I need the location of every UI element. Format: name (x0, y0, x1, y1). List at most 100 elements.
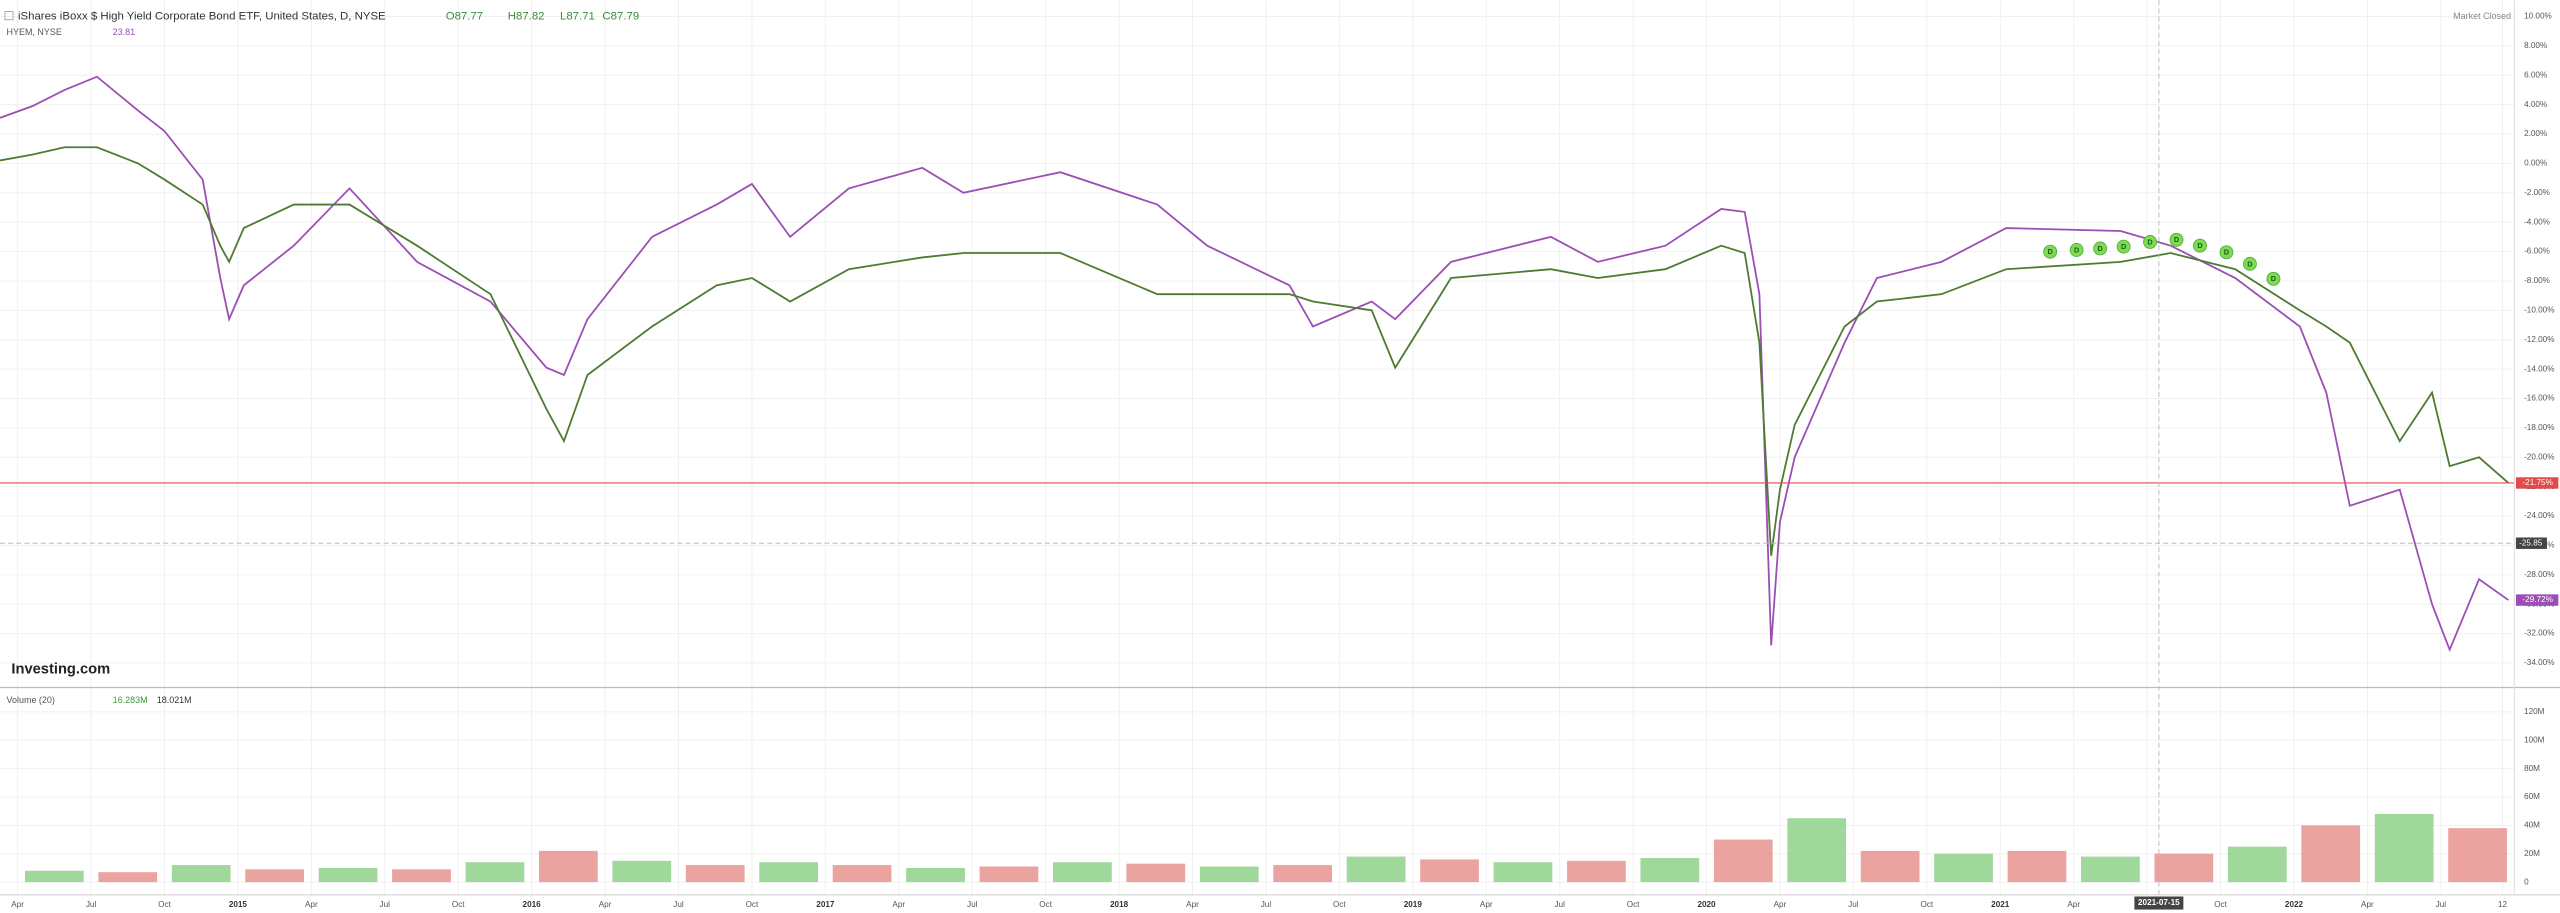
y-tick-label: -32.00% (2524, 629, 2554, 638)
y-tick-label: -2.00% (2524, 188, 2550, 197)
volume-bar (98, 872, 158, 883)
ohlc-low: L87.71 (560, 11, 595, 23)
x-tick-label: 2020 (1697, 900, 1716, 909)
y-tick-label: 6.00% (2524, 70, 2547, 79)
ohlc-open: O87.77 (446, 11, 483, 23)
y-tick-label: 0.00% (2524, 159, 2547, 168)
series-line (0, 146, 2509, 556)
dividend-label: D (2224, 248, 2229, 257)
y-tick-label: 100M (2524, 735, 2545, 744)
logo: Investing.com (11, 661, 110, 677)
dividend-marker (2242, 256, 2257, 271)
y-tick-label: 80M (2524, 764, 2540, 773)
volume-bar (24, 870, 84, 883)
y-tick-label: 10.00% (2524, 12, 2552, 21)
volume-bar (2374, 814, 2434, 883)
dividend-marker (2043, 244, 2058, 259)
x-tick-label: 2018 (1110, 900, 1129, 909)
x-tick-label: 2017 (816, 900, 835, 909)
x-tick-label: Apr (305, 900, 318, 909)
volume-bar (465, 862, 525, 883)
y-tick-label: 20M (2524, 849, 2540, 858)
x-tick-label: Apr (1186, 900, 1199, 909)
volume-bar (2227, 846, 2287, 883)
y-tick-label: 4.00% (2524, 100, 2547, 109)
y-tick-label: -16.00% (2524, 394, 2554, 403)
dividend-marker (2116, 239, 2131, 254)
y-tick-label: -4.00% (2524, 217, 2550, 226)
y-tick-label: -34.00% (2524, 658, 2554, 667)
crosshair-x-box (2134, 896, 2184, 910)
volume-bar (1053, 862, 1112, 883)
ohlc-high: H87.82 (508, 11, 545, 23)
y-tick-label: -6.00% (2524, 247, 2550, 256)
dividend-label: D (2121, 242, 2126, 251)
ohlc-close: C87.79 (602, 11, 639, 23)
volume-bar (392, 869, 451, 883)
axes: Apr Jul Oct 2015 Apr Jul Oct 2016 Apr Jul Oct 2017 A… (11, 12, 2559, 910)
y-tick-label: -8.00% (2524, 276, 2550, 285)
volume-bar (1493, 862, 1553, 883)
x-tick-label: 2016 (523, 900, 542, 909)
volume-bar (612, 860, 672, 883)
volume-title: Volume (20) (7, 695, 55, 705)
dividend-marker (2069, 243, 2084, 257)
volume-bar (245, 869, 305, 883)
title: iShares iBoxx $ High Yield Corporate Bon… (18, 11, 386, 23)
x-tick-label: Jul (2436, 900, 2447, 909)
volume-bar (685, 865, 745, 883)
x-tick-label: Apr (1774, 900, 1787, 909)
y-tick-label: 60M (2524, 792, 2540, 801)
volume-bar (906, 867, 965, 883)
compare-symbol: HYEM, NYSE (7, 27, 62, 37)
volume-bar (1346, 856, 1406, 883)
dividend-marker (2169, 232, 2184, 247)
dividend-label: D (2147, 237, 2152, 246)
crosshair-y-label: -25.85 (2519, 538, 2543, 547)
last-value-label: -29.72% (2522, 595, 2552, 604)
volume-value: 16.283M (113, 695, 148, 705)
y-tick-label: 0 (2524, 877, 2529, 886)
x-tick-label: Apr (892, 900, 905, 909)
plot: D D D D D D D D D D (0, 0, 2515, 895)
crosshair-x-label: 2021-07-15 (2138, 898, 2180, 907)
volume-bar (1934, 853, 1993, 883)
series-line (0, 75, 2509, 653)
x-tick-label: Oct (1920, 900, 1933, 909)
dividend-marker (2193, 238, 2207, 253)
x-tick-label: Jul (1261, 900, 1272, 909)
crosshair-y-box (2515, 537, 2547, 549)
last-value-box (2515, 477, 2559, 489)
volume-bar (538, 850, 598, 883)
volume-bar (1567, 860, 1626, 883)
x-tick-label: 12 (2498, 900, 2508, 909)
last-value-box (2515, 594, 2559, 606)
dividend-marker (2143, 235, 2158, 249)
volume-bar (1860, 850, 1920, 883)
x-tick-label: Oct (452, 900, 465, 909)
y-tick-label: -12.00% (2524, 335, 2554, 344)
x-tick-label: Apr (1480, 900, 1493, 909)
volume-bar (979, 866, 1039, 883)
dividend-label: D (2097, 244, 2102, 253)
volume-bar (759, 862, 819, 883)
x-tick-label: 2022 (2285, 900, 2304, 909)
volume-bar (1787, 818, 1847, 883)
last-value-label: -21.75% (2522, 478, 2552, 487)
x-tick-label: Jul (967, 900, 978, 909)
dividend-label: D (2271, 274, 2276, 283)
volume-bar (1126, 863, 1186, 883)
volume-bar (171, 865, 231, 883)
dividend-marker (2266, 271, 2281, 286)
dividend-label: D (2074, 245, 2079, 254)
x-tick-label: 2019 (1404, 900, 1423, 909)
x-tick-label: Oct (2214, 900, 2227, 909)
collapse-icon[interactable] (4, 11, 14, 21)
y-tick-label: -24.00% (2524, 511, 2554, 520)
volume-bar (832, 865, 892, 883)
y-tick-label: -14.00% (2524, 364, 2554, 373)
x-tick-label: Oct (1039, 900, 1052, 909)
y-tick-label: -10.00% (2524, 305, 2554, 314)
